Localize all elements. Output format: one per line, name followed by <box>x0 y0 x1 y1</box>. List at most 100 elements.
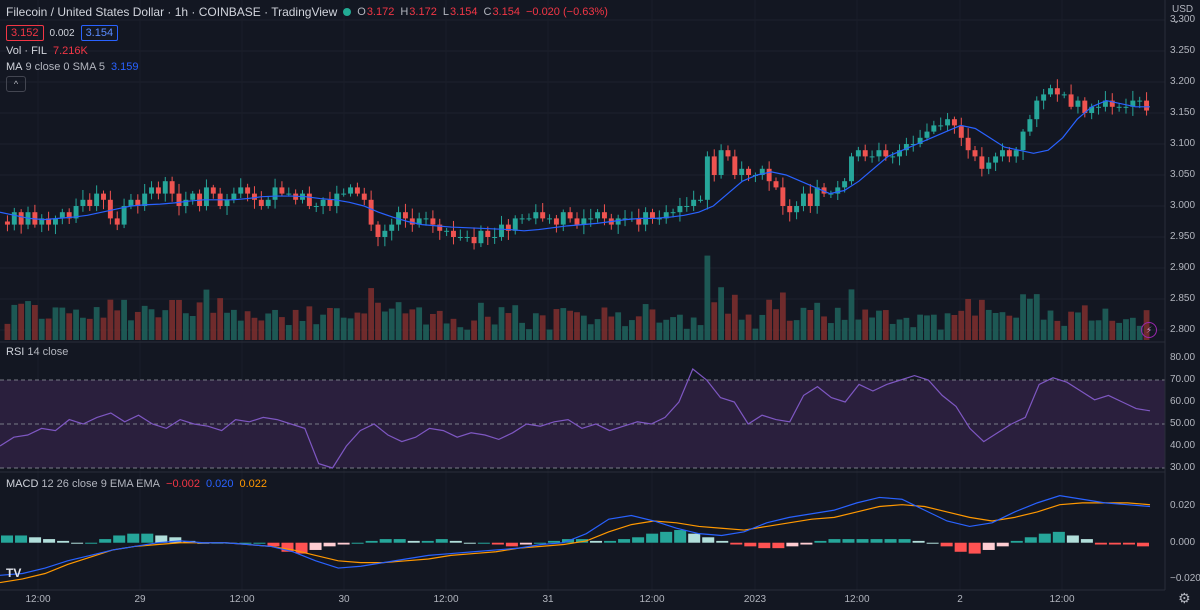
macd-histogram-bar <box>71 542 84 544</box>
macd-legend-value-2: 0.020 <box>205 478 234 490</box>
macd-histogram-bar <box>954 542 967 552</box>
candle-body <box>368 199 374 225</box>
macd-histogram-bar <box>169 537 182 543</box>
volume-bar <box>580 315 587 340</box>
rsi-legend[interactable]: RSI 14 close <box>6 346 68 358</box>
time-tick-label: 30 <box>338 594 350 605</box>
volume-bar <box>951 314 958 340</box>
macd-histogram-bar <box>1 535 14 543</box>
candle-body <box>842 181 848 188</box>
volume-bar <box>155 317 162 340</box>
bid-price-button[interactable]: 3.152 <box>6 25 44 41</box>
ask-price-button[interactable]: 3.154 <box>80 25 119 41</box>
volume-bar <box>1054 320 1061 340</box>
ohlc-open-value: 3.172 <box>366 6 395 18</box>
volume-bar <box>272 309 278 340</box>
tradingview-logo-icon[interactable]: TV <box>6 566 22 580</box>
volume-legend-label: Vol · FIL <box>6 45 47 57</box>
macd-histogram-bar <box>660 531 673 543</box>
volume-bar <box>1088 320 1095 340</box>
candle-body <box>402 212 408 219</box>
volume-bar <box>471 320 477 340</box>
candle-body <box>1048 88 1053 95</box>
candle-body <box>1109 100 1115 107</box>
volume-bar <box>141 305 148 340</box>
volume-bar <box>697 325 704 340</box>
candle-body <box>890 156 896 158</box>
candle-body <box>718 150 724 175</box>
candle-body <box>574 218 580 225</box>
macd-histogram-bar <box>856 539 869 543</box>
volume-bar <box>443 323 450 340</box>
volume-legend[interactable]: Vol · FIL 7.216K <box>6 45 88 57</box>
candle-body <box>869 156 875 158</box>
macd-histogram-bar <box>379 539 392 543</box>
macd-legend[interactable]: MACD 12 26 close 9 EMA EMA −0.002 0.020 … <box>6 478 267 490</box>
candle-body <box>588 218 594 220</box>
volume-bar <box>766 299 773 340</box>
collapse-legend-button[interactable]: ^ <box>6 76 26 92</box>
lightning-icon[interactable]: ⚡ <box>1141 322 1157 338</box>
candle-body <box>794 206 800 213</box>
candle-body <box>910 144 916 145</box>
macd-histogram-bar <box>85 542 98 544</box>
volume-bar <box>1040 319 1047 340</box>
macd-histogram-bar <box>421 540 434 543</box>
volume-bar <box>567 310 574 340</box>
candle-body <box>924 131 930 138</box>
candle-body <box>224 199 230 206</box>
symbol-title[interactable]: Filecoin / United States Dollar · 1h · C… <box>6 5 338 19</box>
volume-bar <box>128 320 134 340</box>
volume-bar <box>327 307 333 340</box>
volume-bar <box>924 315 930 340</box>
volume-bar <box>807 309 814 340</box>
market-status-icon[interactable] <box>343 8 352 16</box>
volume-bar <box>320 314 326 340</box>
candle-body <box>464 237 470 238</box>
candle-body <box>677 206 683 213</box>
macd-histogram-bar <box>407 540 420 543</box>
volume-bar <box>574 312 580 340</box>
volume-bar <box>251 317 258 340</box>
price-tick-label: 3.200 <box>1170 76 1196 87</box>
volume-bar <box>779 292 786 340</box>
candle-body <box>1054 88 1060 95</box>
macd-histogram-bar <box>800 542 813 545</box>
currency-menu[interactable]: USD ⌄ <box>1172 4 1194 26</box>
macd-histogram-bar <box>940 542 953 547</box>
time-tick-label: 12:00 <box>433 594 459 605</box>
volume-bar <box>279 317 285 340</box>
volume-bar <box>1075 312 1081 340</box>
symbol-legend[interactable]: Filecoin / United States Dollar · 1h · C… <box>6 5 608 19</box>
candle-body <box>512 218 518 231</box>
gear-icon[interactable]: ⚙ <box>1178 590 1191 606</box>
rsi-legend-label: RSI <box>6 346 25 358</box>
candle-body <box>203 187 209 206</box>
macd-histogram-bar <box>1094 542 1107 545</box>
volume-bar <box>677 314 683 340</box>
volume-bar <box>484 316 491 340</box>
candle-body <box>1116 106 1122 108</box>
volume-bar <box>107 299 114 340</box>
macd-histogram-bar <box>323 542 336 547</box>
volume-bar <box>903 317 910 340</box>
macd-histogram-bar <box>688 533 701 543</box>
volume-bar <box>388 308 395 340</box>
macd-legend-label: MACD <box>6 478 39 490</box>
volume-bar <box>231 309 237 340</box>
volume-bar <box>265 313 272 340</box>
candle-body <box>107 199 113 219</box>
volume-bar <box>889 323 896 340</box>
candle-body <box>485 230 491 237</box>
candle-body <box>66 212 72 219</box>
volume-bar <box>148 309 155 340</box>
volume-bar <box>725 313 731 340</box>
candle-body <box>958 125 964 138</box>
candle-body <box>1068 94 1074 107</box>
candle-body <box>670 212 676 214</box>
candle-body <box>1144 100 1150 111</box>
volume-bar <box>176 299 182 340</box>
macd-histogram-bar <box>57 540 70 543</box>
ma-legend[interactable]: MA 9 close 0 SMA 5 3.159 <box>6 61 139 73</box>
